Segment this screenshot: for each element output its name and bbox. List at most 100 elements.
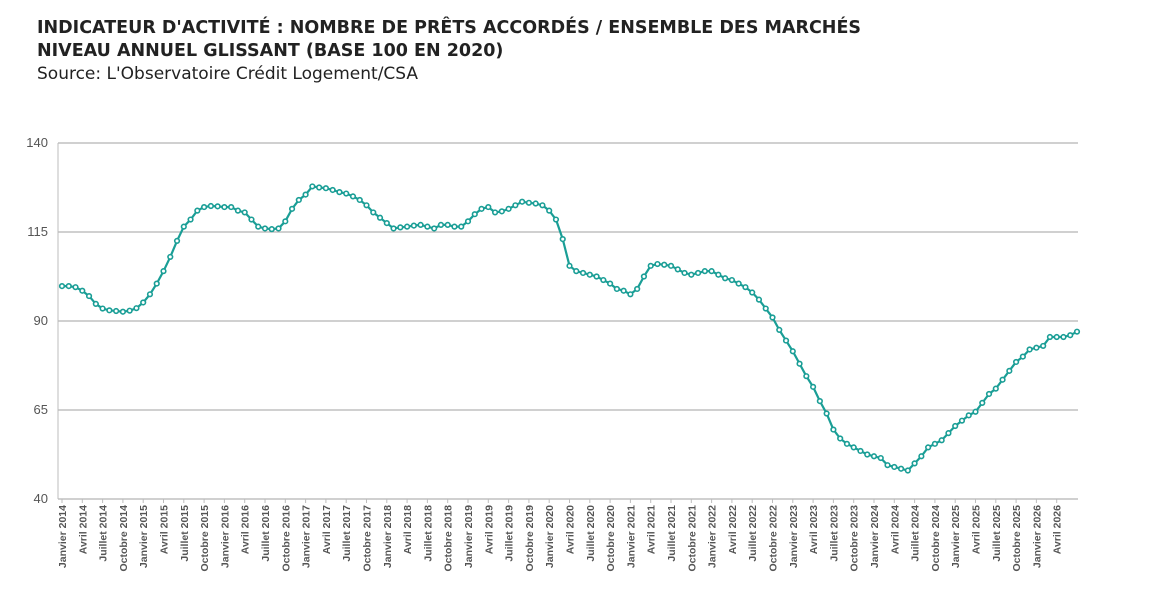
data-point	[586, 271, 593, 278]
data-point	[857, 447, 864, 455]
data-point	[972, 408, 979, 415]
data-point	[985, 390, 993, 398]
data-point	[654, 260, 661, 268]
data-point	[864, 451, 871, 458]
data-point	[897, 465, 905, 472]
data-point	[295, 196, 302, 204]
x-tick-label: Janvier 2019	[463, 505, 475, 568]
data-point	[322, 185, 330, 192]
x-tick-label: Avril 2020	[565, 505, 577, 554]
data-point	[146, 291, 154, 298]
data-point	[850, 444, 857, 451]
data-point	[376, 214, 384, 221]
x-tick-label: Janvier 2015	[138, 505, 150, 568]
data-point	[992, 385, 999, 392]
data-point	[194, 207, 201, 214]
data-point	[410, 222, 417, 229]
data-point	[228, 203, 235, 211]
x-tick-label: Avril 2023	[808, 505, 820, 554]
x-tick-label: Octobre 2016	[280, 505, 292, 572]
x-tick-label: Avril 2019	[483, 505, 495, 554]
data-point	[316, 184, 323, 191]
data-point	[701, 268, 708, 275]
data-point	[891, 463, 898, 471]
data-point	[755, 296, 763, 303]
chart-title: INDICATEUR D'ACTIVITÉ : NOMBRE DE PRÊTS …	[37, 18, 862, 38]
data-point	[904, 467, 911, 474]
data-point	[877, 454, 884, 462]
data-point	[478, 205, 485, 212]
data-point	[255, 223, 262, 230]
x-tick-label: Avril 2014	[77, 505, 89, 554]
data-point	[931, 440, 939, 447]
x-tick-label: Janvier 2023	[788, 505, 800, 568]
x-tick-label: Avril 2016	[240, 505, 252, 554]
series-activity-index	[58, 183, 1081, 474]
data-point	[424, 223, 431, 230]
data-point	[491, 209, 499, 216]
data-point	[830, 426, 837, 433]
chart-source: Source: L'Observatoire Crédit Logement/C…	[37, 64, 419, 84]
x-tick-label: Octobre 2025	[1011, 505, 1023, 572]
data-point	[722, 275, 729, 282]
data-point	[99, 305, 106, 312]
data-point	[938, 437, 945, 444]
data-point	[1046, 333, 1054, 341]
data-point	[431, 225, 438, 232]
x-tick-label: Octobre 2014	[118, 505, 130, 572]
x-tick-label: Janvier 2025	[950, 505, 962, 568]
x-tick-label: Avril 2021	[646, 505, 658, 554]
data-point	[126, 307, 133, 314]
data-point	[674, 266, 681, 273]
data-point	[525, 199, 533, 206]
data-point	[343, 190, 350, 197]
data-point	[268, 226, 275, 233]
grid-lines	[58, 142, 1078, 500]
data-point	[437, 221, 445, 228]
x-tick-label: Avril 2026	[1052, 505, 1064, 554]
data-point	[640, 273, 648, 280]
x-tick-label: Janvier 2014	[57, 505, 69, 568]
data-point	[769, 314, 776, 321]
x-tick-label: Janvier 2017	[301, 505, 313, 568]
data-point	[221, 203, 228, 211]
data-point	[546, 207, 553, 214]
data-point	[1067, 332, 1074, 339]
data-point	[945, 430, 952, 437]
data-point	[762, 305, 769, 312]
y-tick-label: 140	[26, 135, 48, 150]
data-point	[884, 462, 891, 469]
data-point	[167, 253, 174, 261]
data-point	[1006, 367, 1013, 374]
x-tick-label: Janvier 2018	[382, 505, 394, 568]
data-point	[234, 207, 242, 214]
data-point	[404, 223, 411, 230]
x-tick-label: Janvier 2026	[1031, 505, 1043, 568]
data-point	[870, 453, 878, 460]
x-tick-label: Juillet 2024	[910, 505, 922, 562]
x-tick-label: Avril 2022	[727, 505, 739, 554]
data-point	[958, 417, 966, 424]
x-axis: Janvier 2014 Avril 2014 Juillet 2014 Octobr…	[57, 499, 1064, 572]
x-tick-label: Octobre 2024	[930, 505, 942, 572]
data-point	[911, 460, 918, 467]
data-point	[952, 422, 959, 430]
x-tick-label: Juillet 2016	[260, 505, 272, 562]
data-point	[925, 444, 932, 451]
data-point	[837, 435, 844, 442]
data-point	[552, 216, 560, 223]
data-point	[715, 271, 722, 278]
data-point	[92, 300, 99, 308]
data-point	[187, 216, 194, 223]
data-point	[1060, 333, 1067, 341]
data-point	[390, 225, 397, 232]
data-point	[627, 291, 634, 298]
data-point	[498, 208, 505, 215]
data-point	[782, 337, 790, 344]
data-point	[918, 453, 925, 460]
x-tick-label: Juillet 2021	[666, 505, 678, 562]
data-point	[593, 273, 600, 280]
x-tick-label: Octobre 2019	[524, 505, 536, 572]
data-point	[1073, 328, 1081, 335]
